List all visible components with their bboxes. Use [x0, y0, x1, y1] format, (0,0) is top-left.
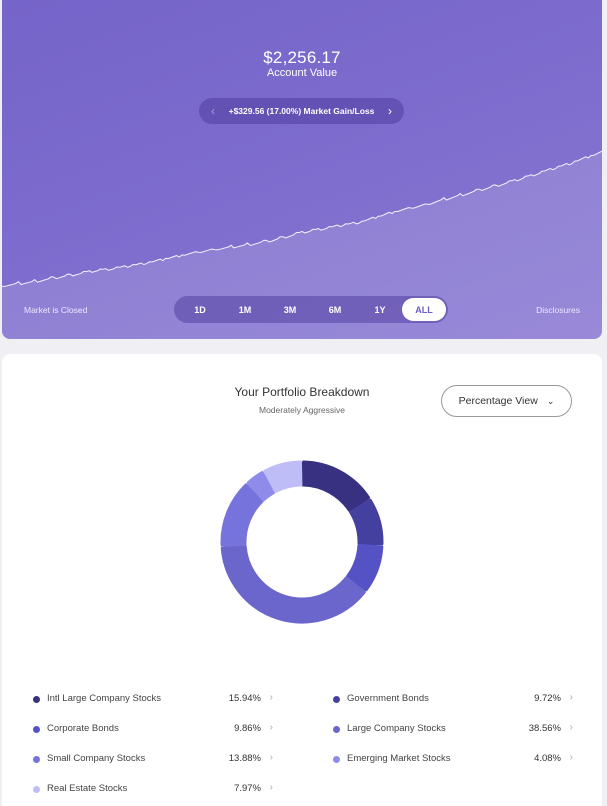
chevron-right-icon[interactable]: › — [269, 722, 273, 733]
legend-label: Small Company Stocks — [47, 753, 146, 764]
legend-item-real-estate-stocks[interactable]: Real Estate Stocks 7.97% › — [33, 782, 273, 797]
legend-percentage: 9.72% — [534, 693, 561, 704]
legend-label: Corporate Bonds — [47, 723, 119, 734]
account-value-label: Account Value — [266, 67, 338, 79]
donut-slice-government-bonds[interactable] — [349, 498, 384, 546]
legend-color-dot — [333, 756, 340, 763]
risk-profile-label: Moderately Aggressive — [259, 405, 345, 415]
legend-percentage: 4.08% — [534, 753, 561, 764]
chevron-right-icon[interactable]: › — [569, 722, 573, 733]
legend-label: Large Company Stocks — [347, 723, 446, 734]
allocation-donut-chart — [220, 460, 384, 624]
account-header: $2,256.17 Account Value ‹ +$329.56 (17.0… — [2, 0, 602, 339]
chevron-right-icon[interactable]: › — [269, 782, 273, 793]
legend-label: Real Estate Stocks — [47, 783, 128, 794]
chevron-right-icon[interactable]: › — [387, 104, 392, 118]
legend-label: Government Bonds — [347, 693, 429, 704]
donut-slice-intl-large-company-stocks[interactable] — [301, 460, 371, 512]
legend-item-large-company-stocks[interactable]: Large Company Stocks 38.56% › — [333, 722, 573, 737]
legend-item-small-company-stocks[interactable]: Small Company Stocks 13.88% › — [33, 752, 273, 767]
market-status: Market is Closed — [24, 305, 88, 315]
chevron-left-icon[interactable]: ‹ — [211, 104, 215, 118]
chevron-down-icon: ⌄ — [546, 395, 555, 406]
legend-color-dot — [333, 696, 340, 703]
legend-color-dot — [33, 786, 40, 793]
range-1d-button[interactable]: 1D — [194, 304, 206, 315]
market-gain-pill[interactable]: ‹ +$329.56 (17.00%) Market Gain/Loss › — [199, 98, 404, 124]
time-range-selector: 1D 1M 3M 6M 1Y ALL — [174, 296, 448, 323]
legend-percentage: 38.56% — [528, 723, 561, 734]
legend-item-corporate-bonds[interactable]: Corporate Bonds 9.86% › — [33, 722, 273, 737]
chevron-right-icon[interactable]: › — [269, 752, 273, 763]
legend-color-dot — [33, 696, 40, 703]
legend-color-dot — [33, 726, 40, 733]
chevron-right-icon[interactable]: › — [269, 692, 273, 703]
legend-percentage: 13.88% — [228, 753, 261, 764]
breakdown-title: Your Portfolio Breakdown — [234, 385, 370, 399]
legend-percentage: 7.97% — [234, 783, 261, 794]
legend-item-emerging-market-stocks[interactable]: Emerging Market Stocks 4.08% › — [333, 752, 573, 767]
chart-value-line — [2, 150, 602, 288]
donut-slice-small-company-stocks[interactable] — [220, 483, 264, 547]
donut-slice-large-company-stocks[interactable] — [220, 544, 366, 624]
legend-label: Intl Large Company Stocks — [47, 693, 162, 704]
legend-item-intl-large-company-stocks[interactable]: Intl Large Company Stocks 15.94% › — [33, 692, 273, 707]
view-dropdown-label: Percentage View — [458, 395, 538, 407]
range-1m-button[interactable]: 1M — [238, 304, 252, 315]
donut-slice-emerging-market-stocks[interactable] — [246, 471, 276, 502]
chevron-right-icon[interactable]: › — [569, 692, 573, 703]
range-all-button[interactable]: ALL — [402, 298, 446, 321]
percentage-view-dropdown[interactable]: Percentage View ⌄ — [441, 385, 572, 417]
legend-color-dot — [33, 756, 40, 763]
legend-color-dot — [333, 726, 340, 733]
portfolio-breakdown-card: Your Portfolio Breakdown Moderately Aggr… — [2, 354, 602, 806]
donut-slice-corporate-bonds[interactable] — [346, 543, 384, 592]
legend-percentage: 9.86% — [234, 723, 261, 734]
donut-slice-real-estate-stocks[interactable] — [263, 460, 303, 493]
legend-item-government-bonds[interactable]: Government Bonds 9.72% › — [333, 692, 573, 707]
account-value: $2,256.17 — [263, 48, 341, 67]
market-gain-text: +$329.56 (17.00%) Market Gain/Loss — [228, 106, 375, 116]
performance-chart — [2, 150, 602, 339]
range-6m-button[interactable]: 6M — [328, 304, 342, 315]
range-3m-button[interactable]: 3M — [283, 304, 297, 315]
disclosures-link[interactable]: Disclosures — [536, 305, 580, 315]
range-1y-button[interactable]: 1Y — [374, 304, 386, 315]
legend-percentage: 15.94% — [228, 693, 261, 704]
chevron-right-icon[interactable]: › — [569, 752, 573, 763]
legend-label: Emerging Market Stocks — [347, 753, 451, 764]
